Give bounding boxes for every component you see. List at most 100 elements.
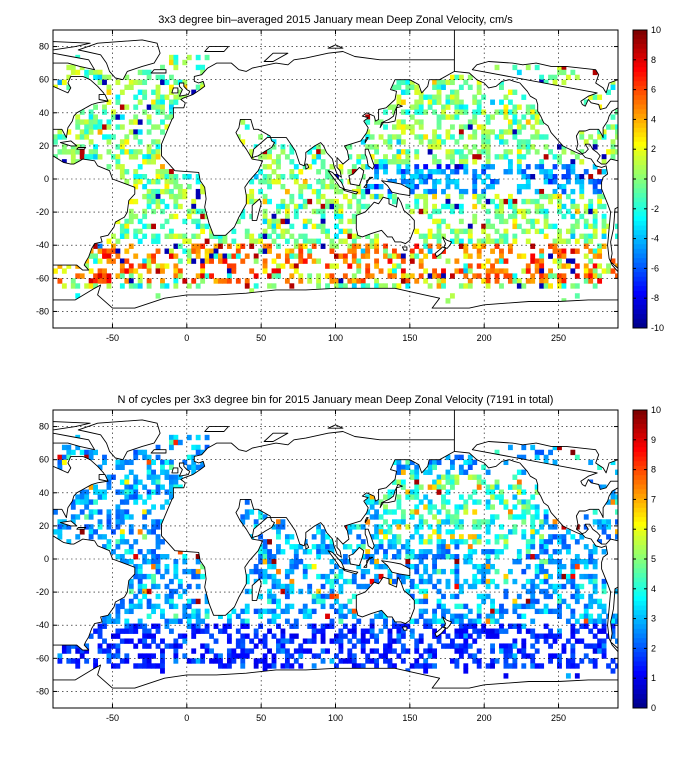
heat-cell bbox=[530, 253, 536, 259]
heat-cell bbox=[454, 593, 460, 600]
heat-cell bbox=[378, 608, 384, 615]
heat-cell bbox=[374, 243, 380, 249]
heat-cell bbox=[441, 603, 446, 610]
colorbar-step bbox=[633, 43, 647, 50]
colorbar-step bbox=[633, 642, 647, 648]
heat-cell bbox=[124, 509, 130, 515]
heat-cell bbox=[61, 283, 67, 289]
heat-cell bbox=[441, 549, 446, 555]
colorbar-step bbox=[633, 76, 647, 82]
heat-cell bbox=[204, 613, 210, 619]
colorbar-step bbox=[633, 638, 647, 644]
heat-cell bbox=[369, 243, 375, 249]
heat-cell bbox=[374, 544, 380, 550]
heat-cell bbox=[142, 583, 148, 590]
heat-cell bbox=[494, 208, 500, 215]
heat-cell bbox=[383, 164, 388, 170]
heat-cell bbox=[574, 454, 580, 461]
heat-cell bbox=[423, 554, 429, 560]
heat-cell bbox=[414, 183, 420, 190]
heat-cell bbox=[61, 268, 67, 274]
heat-cell bbox=[454, 179, 460, 185]
colorbar-step bbox=[633, 559, 647, 565]
heat-cell bbox=[151, 223, 156, 230]
heat-cell bbox=[316, 524, 322, 530]
heat-cell bbox=[88, 253, 94, 259]
heat-cell bbox=[128, 583, 134, 590]
heat-cell bbox=[601, 484, 607, 490]
heat-cell bbox=[405, 563, 411, 570]
heat-cell bbox=[267, 134, 272, 140]
heat-cell bbox=[454, 258, 460, 264]
heat-cell bbox=[472, 94, 478, 100]
heat-cell bbox=[472, 549, 478, 555]
heat-cell bbox=[432, 618, 437, 624]
heat-cell bbox=[226, 653, 232, 659]
colorbar-step bbox=[633, 549, 647, 555]
heat-cell bbox=[164, 183, 170, 190]
heat-cell bbox=[548, 268, 553, 274]
heat-cell bbox=[334, 578, 339, 585]
heat-cell bbox=[427, 213, 433, 220]
heat-cell bbox=[200, 273, 206, 279]
heat-cell bbox=[534, 504, 540, 510]
heat-cell bbox=[124, 484, 130, 490]
heat-cell bbox=[467, 223, 473, 230]
heat-cell bbox=[396, 253, 402, 259]
colorbar-step bbox=[633, 563, 647, 569]
heat-cell bbox=[93, 119, 98, 125]
heat-cell bbox=[320, 583, 326, 590]
heat-cell bbox=[84, 124, 90, 130]
heat-cell bbox=[463, 253, 469, 259]
heat-cell bbox=[195, 568, 201, 575]
heat-cell bbox=[543, 283, 549, 289]
heat-cell bbox=[182, 608, 188, 615]
heat-cell bbox=[338, 618, 344, 624]
heat-cell bbox=[516, 278, 522, 284]
heat-cell bbox=[119, 174, 125, 180]
heat-cell bbox=[539, 208, 545, 215]
heat-cell bbox=[583, 243, 589, 249]
heat-cell bbox=[543, 454, 549, 461]
heat-cell bbox=[204, 608, 210, 615]
heat-cell bbox=[155, 238, 161, 244]
heat-cell bbox=[392, 193, 397, 200]
heat-cell bbox=[329, 593, 335, 600]
heat-cell bbox=[494, 568, 500, 575]
heat-cell bbox=[463, 268, 469, 274]
heat-cell bbox=[427, 504, 433, 510]
heat-cell bbox=[570, 248, 576, 254]
heat-cell bbox=[374, 559, 380, 565]
heat-cell bbox=[146, 489, 152, 495]
heat-cell bbox=[155, 104, 161, 110]
heat-cell bbox=[240, 648, 246, 654]
heat-cell bbox=[334, 198, 339, 205]
heat-cell bbox=[490, 114, 495, 120]
heat-cell bbox=[387, 573, 393, 580]
heat-cell bbox=[449, 539, 455, 545]
heat-cell bbox=[458, 633, 464, 639]
heat-cell bbox=[155, 474, 161, 480]
heat-cell bbox=[525, 139, 531, 145]
heat-cell bbox=[195, 218, 201, 225]
heat-cell bbox=[400, 253, 406, 259]
heat-cell bbox=[534, 203, 540, 210]
heat-cell bbox=[365, 119, 371, 125]
heat-cell bbox=[557, 278, 562, 284]
heat-cell bbox=[128, 263, 134, 269]
y-tick-label: 60 bbox=[39, 455, 49, 465]
heat-cell bbox=[490, 198, 495, 205]
heat-cell bbox=[615, 663, 618, 669]
heat-cell bbox=[320, 598, 326, 605]
heat-cell bbox=[173, 213, 179, 220]
heat-cell bbox=[499, 134, 504, 140]
heat-cell bbox=[507, 663, 513, 669]
heat-cell bbox=[383, 623, 388, 629]
heat-cell bbox=[146, 459, 152, 466]
heat-cell bbox=[409, 248, 415, 254]
heat-cell bbox=[463, 603, 469, 610]
heat-cell bbox=[597, 193, 603, 200]
heat-cell bbox=[173, 94, 179, 100]
heat-cell bbox=[378, 529, 384, 535]
y-tick-label: -60 bbox=[36, 273, 49, 283]
